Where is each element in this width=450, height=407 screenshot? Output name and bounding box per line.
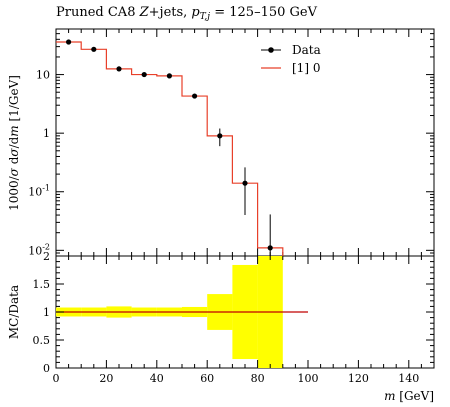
x-tick-label: 60 bbox=[200, 372, 214, 385]
upper-axis-ticks: 10 1 10-1 10-2 bbox=[28, 28, 435, 257]
ratio-y-tick-label: 2 bbox=[43, 250, 50, 263]
ratio-y-tick-label: 1.5 bbox=[33, 278, 51, 291]
x-axis-label: m [GeV] bbox=[384, 389, 434, 403]
mc-histogram-line bbox=[56, 41, 284, 256]
upper-panel-frame bbox=[55, 28, 435, 257]
data-point bbox=[166, 73, 172, 79]
legend-data-marker bbox=[268, 47, 274, 53]
data-point bbox=[91, 46, 97, 52]
legend-mc-label: [1] 0 bbox=[292, 61, 320, 75]
y-tick-label-1: 1 bbox=[43, 127, 50, 140]
data-point bbox=[192, 93, 198, 99]
x-tick-label: 0 bbox=[53, 372, 60, 385]
x-tick-label: 40 bbox=[150, 372, 164, 385]
lower-y-axis-label: MC/Data bbox=[7, 285, 21, 339]
upper-y-axis-label: 1000/σ dσ/dm [1/GeV] bbox=[7, 75, 21, 211]
legend: Data [1] 0 bbox=[261, 43, 321, 75]
legend-data-label: Data bbox=[292, 43, 321, 57]
ratio-y-tick-label: 0.5 bbox=[33, 334, 51, 347]
y-tick-label-0.1: 10-1 bbox=[28, 184, 50, 199]
data-point bbox=[141, 71, 147, 78]
data-point bbox=[242, 180, 248, 186]
ratio-y-tick-label: 1 bbox=[43, 306, 50, 319]
data-point bbox=[66, 39, 72, 45]
data-point bbox=[217, 133, 223, 139]
mc-histogram bbox=[56, 41, 284, 256]
y-tick-label-0.01: 10-2 bbox=[28, 242, 50, 257]
chart-title: Pruned CA8 Z+jets, pT,j = 125–150 GeV bbox=[56, 5, 318, 22]
data-point bbox=[116, 66, 122, 72]
data-point bbox=[267, 245, 273, 251]
x-tick-label: 80 bbox=[251, 372, 265, 385]
data-points bbox=[66, 39, 273, 256]
ratio-y-tick-label: 0 bbox=[43, 362, 50, 375]
x-tick-label: 140 bbox=[398, 372, 419, 385]
lower-axis-ticks: 00.511.520 20 40 60 80 100 120 140 bbox=[33, 250, 435, 385]
x-tick-label: 20 bbox=[99, 372, 113, 385]
x-tick-label: 120 bbox=[348, 372, 369, 385]
y-tick-label-10: 10 bbox=[36, 69, 50, 82]
x-tick-label: 100 bbox=[298, 372, 319, 385]
